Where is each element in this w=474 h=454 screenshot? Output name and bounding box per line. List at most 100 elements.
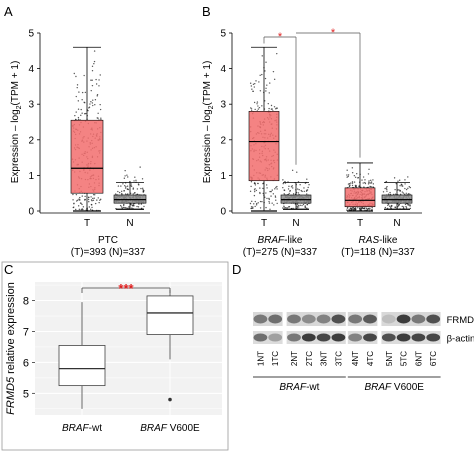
data-point [282,182,284,185]
data-point [77,100,80,102]
data-point [372,179,374,181]
data-point [252,207,254,210]
data-point [126,174,128,176]
data-point [269,190,271,193]
data-point [141,178,144,180]
data-point [266,187,268,189]
data-point [351,181,354,183]
blot-band [426,314,441,324]
y-axis-label: FRMD5 relative expression [5,282,17,415]
data-point [250,185,252,188]
lane-label: 5TC [400,351,409,366]
data-point [259,90,262,92]
data-point [132,204,135,207]
y-axis-label: Expression – log2(TPM + 1) [202,61,215,184]
data-point [123,177,126,179]
data-point [398,179,401,181]
data-point [402,207,405,209]
data-point [130,185,133,187]
y-axis-label-italic: FRMD5 [5,376,17,415]
data-point [75,111,77,113]
blot-group-label-rest: -wt [306,382,320,393]
data-point [284,180,286,183]
data-point [79,196,81,199]
data-point [256,202,258,205]
data-point [90,79,92,81]
blot-band [253,333,268,342]
data-point [405,207,408,209]
blot-group-label-italic: BRAF [364,382,392,393]
blot-band [301,333,316,342]
data-point [361,179,363,181]
data-point [95,78,97,81]
data-point [93,50,96,52]
lane-label: 3NT [320,351,329,366]
data-point [305,190,308,192]
data-point [274,188,276,190]
data-point [274,195,277,197]
data-point [92,199,95,202]
y-tick-label: 3 [28,100,34,111]
data-point [140,187,142,190]
data-point [397,180,399,182]
data-point [135,179,137,182]
data-point [276,202,278,205]
data-point [304,205,306,207]
blot-band [331,333,346,342]
data-point [268,92,270,94]
data-point [80,108,82,111]
data-point [100,198,102,201]
data-point [77,108,80,110]
data-point [87,198,90,201]
box [58,345,106,387]
data-point [276,188,278,190]
counts-label: (T)=118 (N)=337 [341,247,415,258]
data-point [117,185,120,187]
data-point [385,180,388,183]
data-point [90,101,92,103]
data-point [353,174,356,177]
data-point [405,192,407,195]
box [146,295,194,335]
blot-band [287,314,301,324]
y-tick-label: 5 [220,29,226,40]
data-point [346,174,348,176]
blot-band [316,333,331,342]
data-point [367,173,370,175]
y-tick-label: 2 [220,135,226,146]
data-point [90,89,92,92]
data-point [273,78,276,81]
data-point [306,207,308,209]
data-point [364,181,366,184]
data-point [90,208,92,211]
data-point [134,176,136,178]
data-point [283,206,285,208]
data-point [78,91,80,93]
data-point [92,104,94,107]
data-point [354,176,357,179]
data-point [292,187,294,189]
data-point [73,72,75,75]
data-point [254,188,256,190]
data-point [354,184,357,187]
y-tick-label: 1 [220,171,226,182]
data-point [364,179,366,181]
data-point [99,103,101,106]
data-point [346,206,349,209]
data-point [93,197,95,199]
data-point [88,206,91,208]
data-point [386,188,388,191]
data-point [389,207,392,209]
significance-stars: *** [118,281,134,296]
group-label-italic: BRAF [257,235,285,246]
data-point [407,176,409,178]
data-point [347,183,350,185]
data-point [75,193,78,196]
data-point [114,193,117,195]
data-point [250,181,253,183]
data-point [91,102,94,104]
data-point [84,113,86,115]
data-point [128,206,130,208]
data-point [121,207,124,209]
